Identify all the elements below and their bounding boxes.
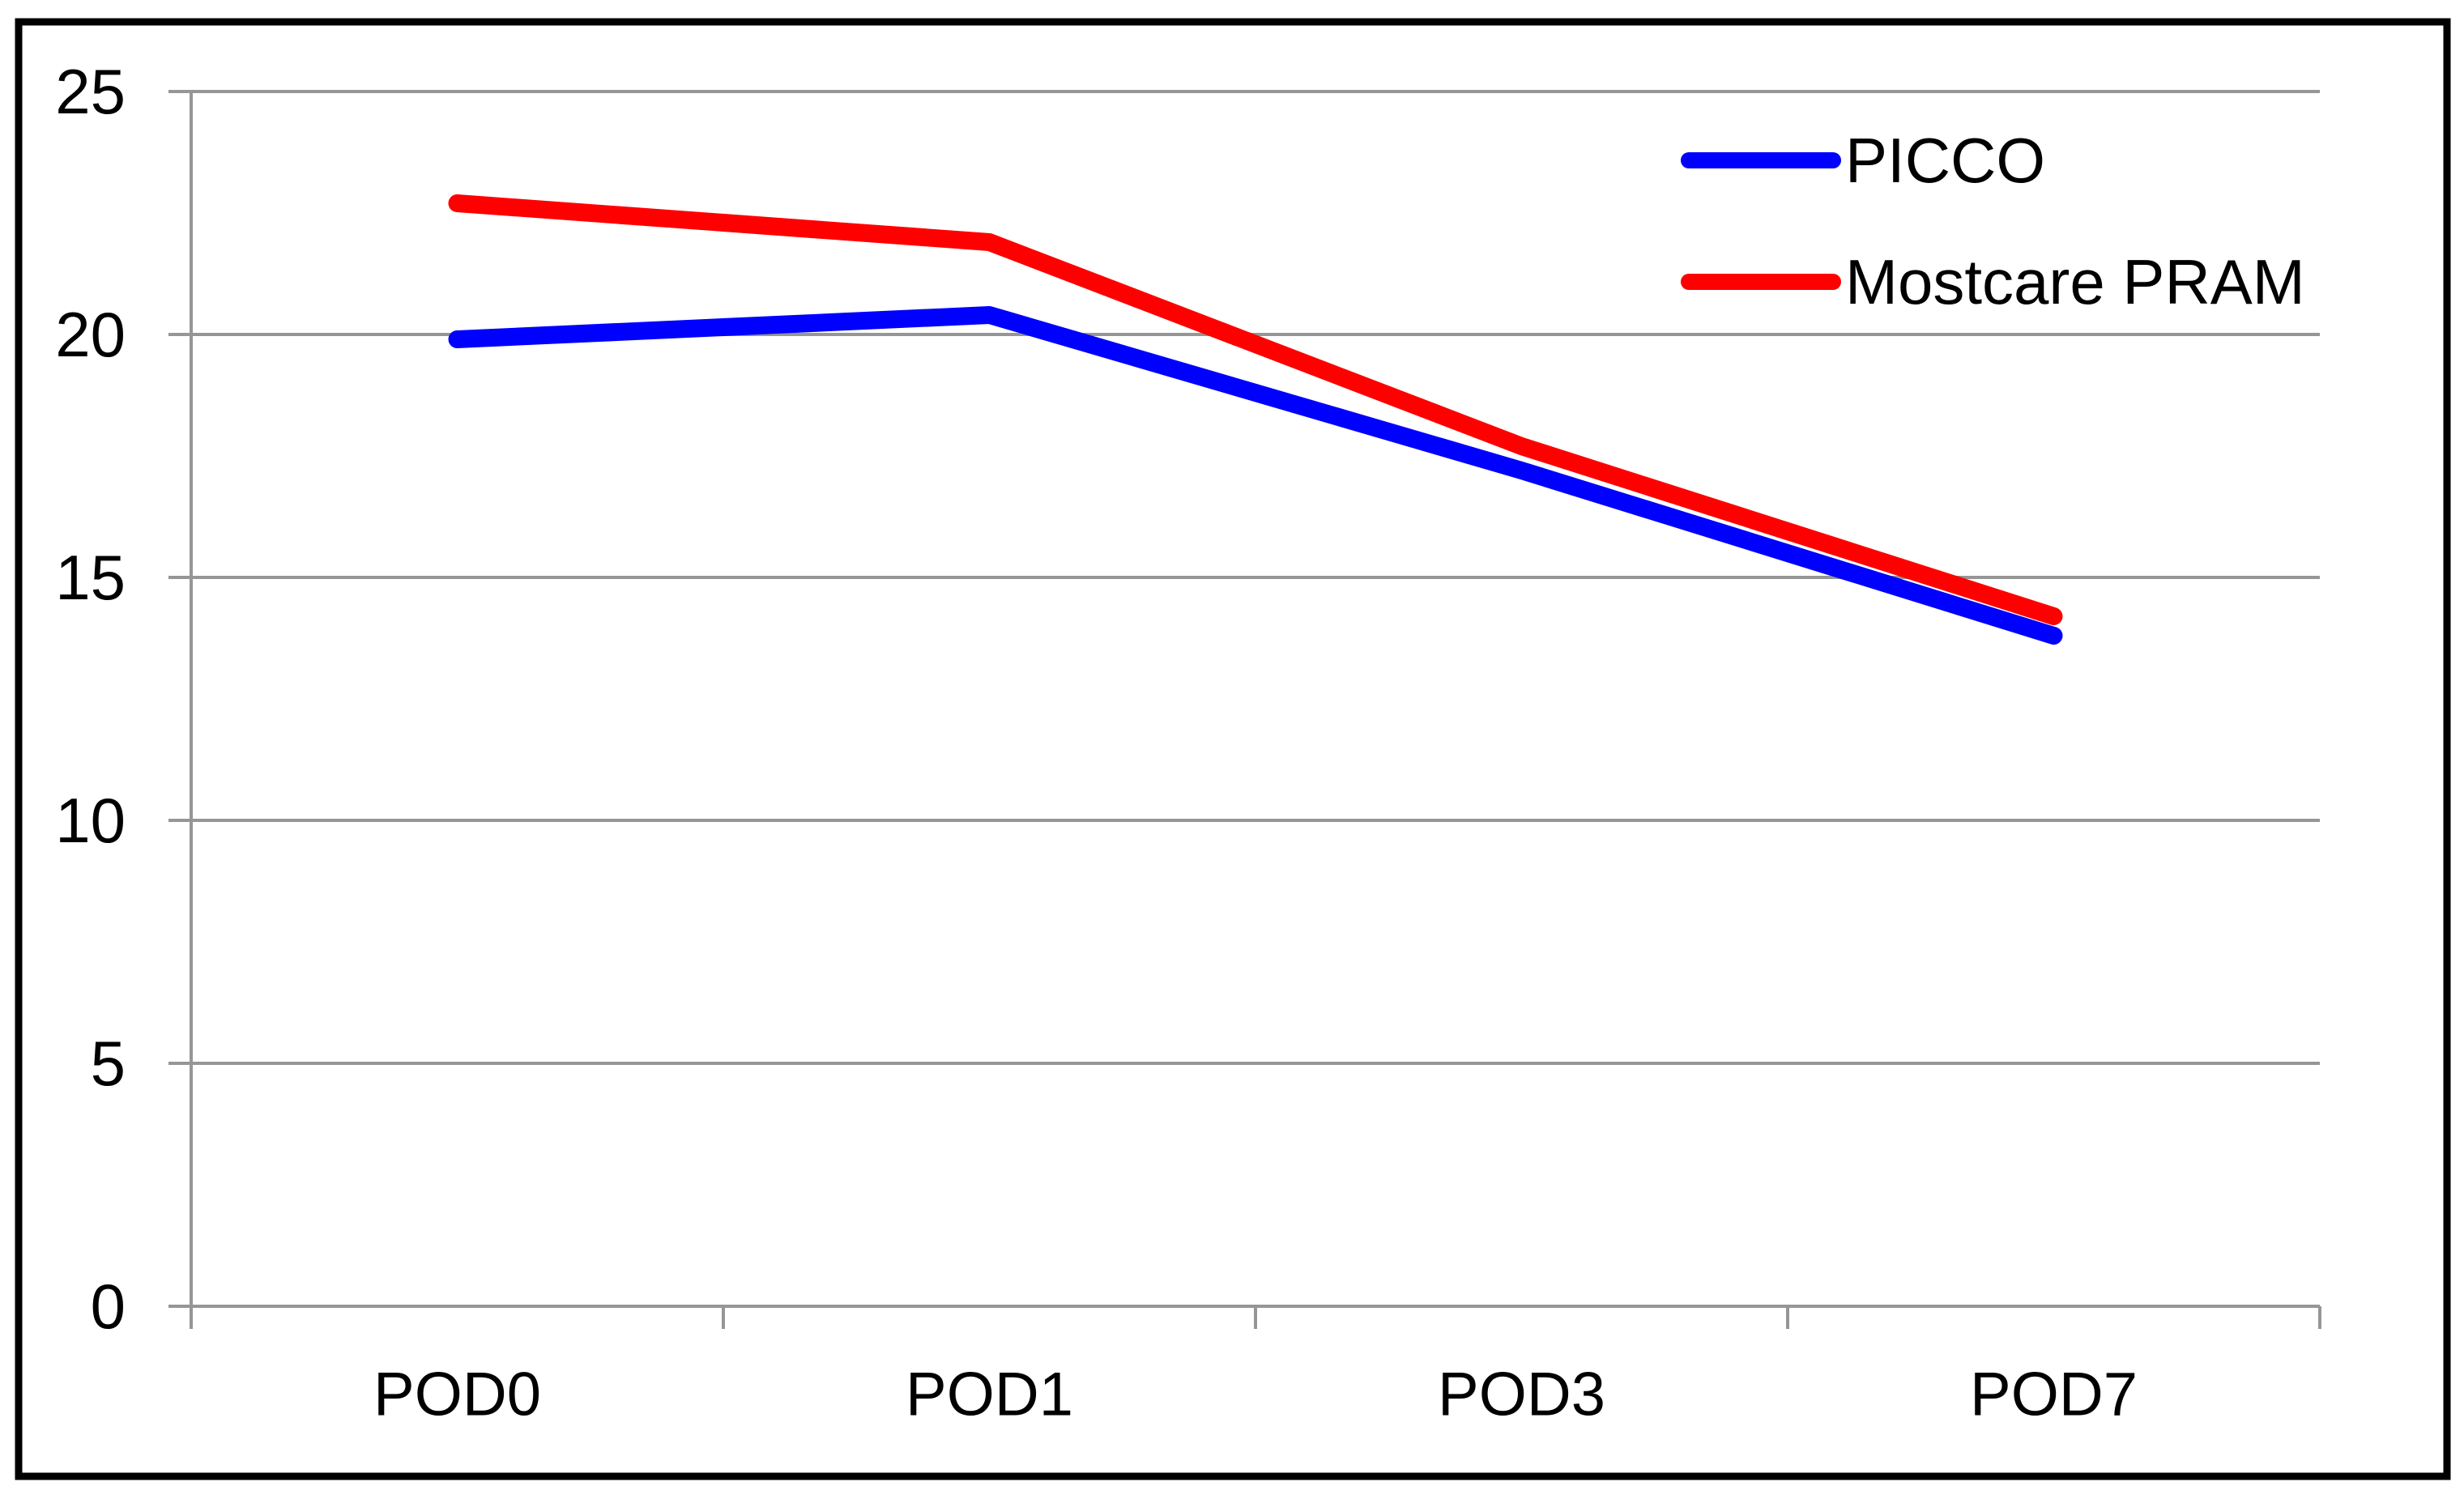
x-category-label: POD3	[1438, 1361, 1605, 1429]
legend: PICCO Mostcare PRAM	[1681, 125, 2305, 317]
y-tick-label: 20	[55, 299, 126, 370]
legend-label: PICCO	[1845, 125, 2045, 196]
x-category-label: POD7	[1970, 1361, 2138, 1429]
x-category-label: POD1	[906, 1361, 1073, 1429]
series-line-picco	[448, 306, 2063, 645]
series-lines	[448, 194, 2063, 645]
y-tick-label: 10	[55, 785, 126, 856]
x-axis-labels: POD0 POD1 POD3 POD7	[373, 1361, 2138, 1429]
y-tick-label: 5	[91, 1028, 126, 1099]
y-axis-labels: 0 5 10 15 20 25	[55, 56, 126, 1342]
figure-border	[15, 18, 2451, 1480]
y-tick-label: 25	[55, 56, 126, 127]
y-tick-label: 15	[55, 542, 126, 613]
axes	[168, 90, 2321, 1329]
legend-label: Mostcare PRAM	[1845, 246, 2305, 317]
x-category-label: POD0	[373, 1361, 541, 1429]
series-line-mostcare-pram	[448, 194, 2063, 625]
y-tick-label: 0	[91, 1271, 126, 1342]
